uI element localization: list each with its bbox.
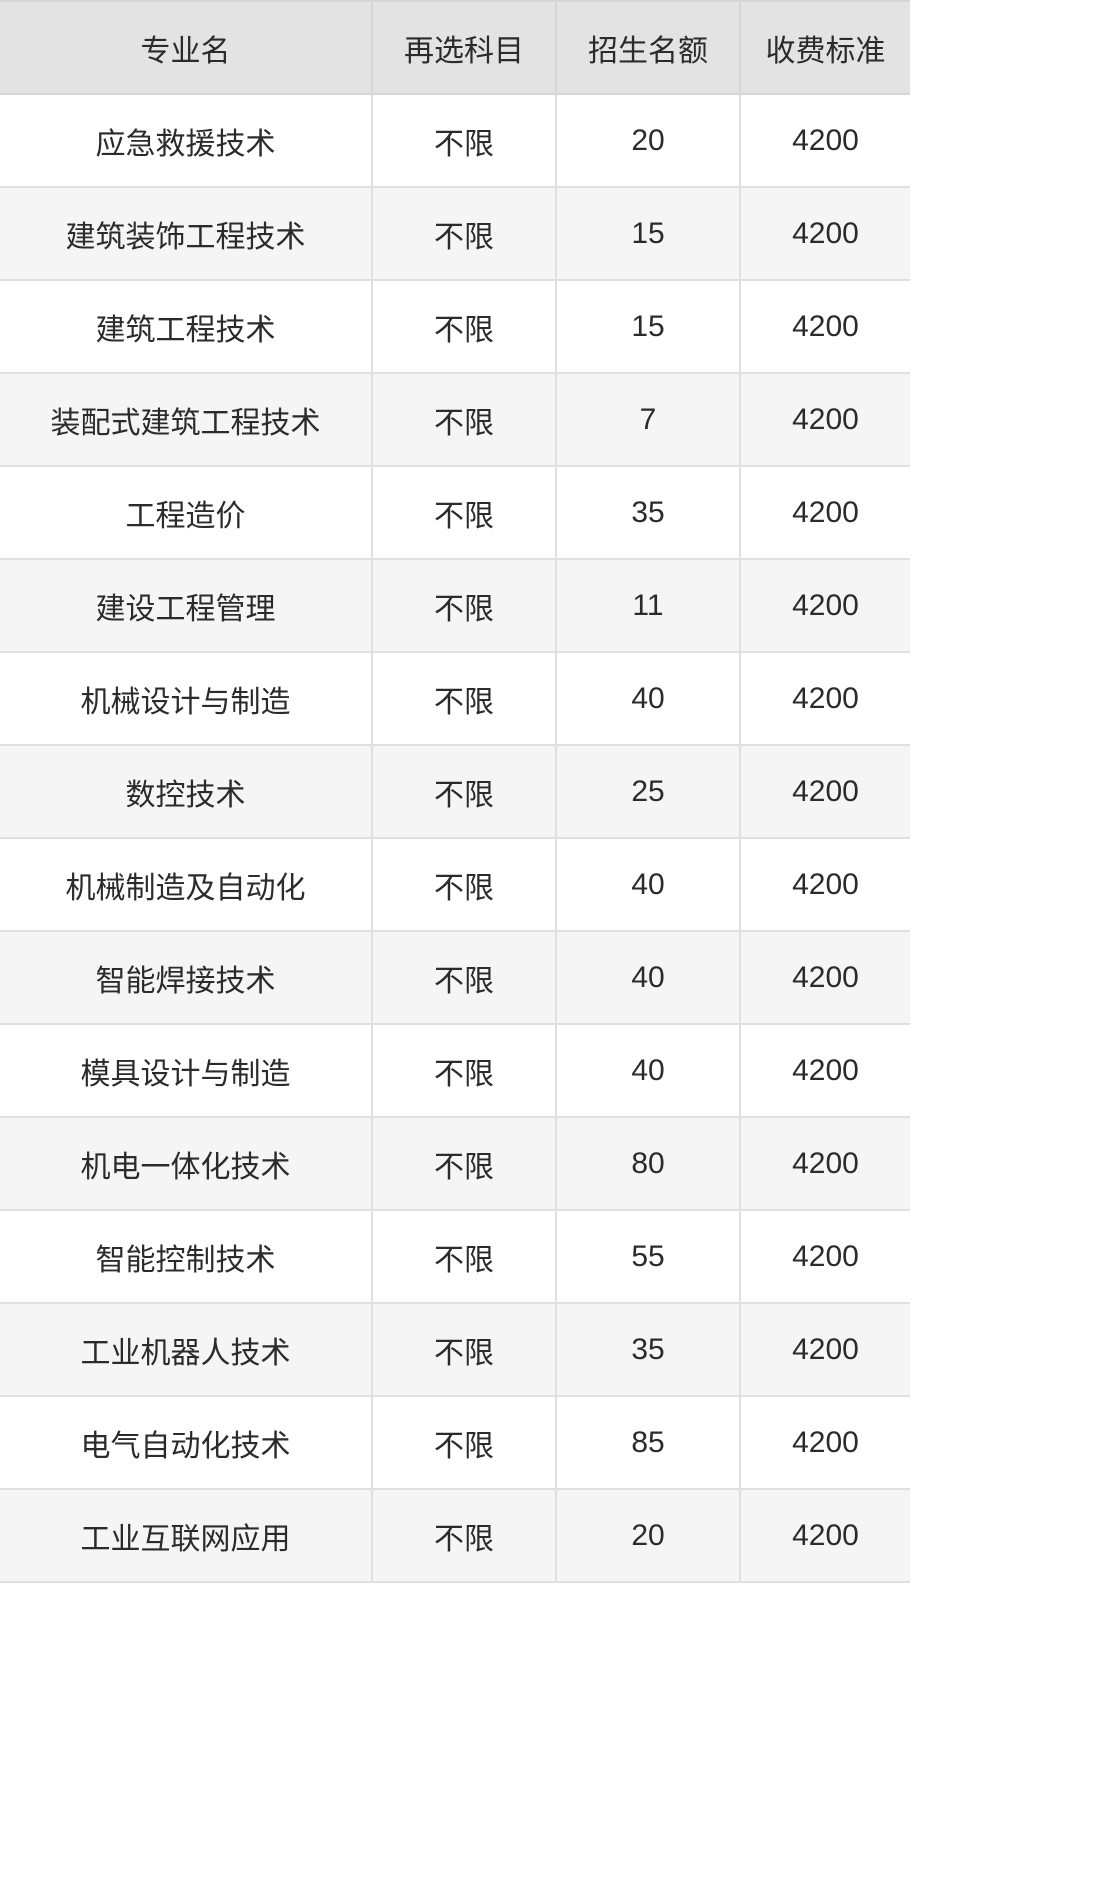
cell-major: 电气自动化技术 [0, 1396, 373, 1490]
cell-quota: 40 [556, 931, 741, 1025]
cell-major: 建设工程管理 [0, 559, 373, 653]
table-row: 机电一体化技术 不限 80 4200 [0, 1117, 910, 1211]
cell-quota: 20 [556, 94, 741, 188]
table-row: 工程造价 不限 35 4200 [0, 466, 910, 560]
table-row: 数控技术 不限 25 4200 [0, 745, 910, 839]
cell-subject: 不限 [372, 559, 557, 653]
cell-major: 应急救援技术 [0, 94, 373, 188]
table-row: 智能焊接技术 不限 40 4200 [0, 931, 910, 1025]
table-row: 工业互联网应用 不限 20 4200 [0, 1489, 910, 1583]
cell-subject: 不限 [372, 1117, 557, 1211]
cell-major: 建筑工程技术 [0, 280, 373, 374]
cell-quota: 40 [556, 652, 741, 746]
cell-quota: 80 [556, 1117, 741, 1211]
table-row: 应急救援技术 不限 20 4200 [0, 94, 910, 188]
cell-subject: 不限 [372, 466, 557, 560]
table-row: 工业机器人技术 不限 35 4200 [0, 1303, 910, 1397]
table-row: 模具设计与制造 不限 40 4200 [0, 1024, 910, 1118]
table-row: 电气自动化技术 不限 85 4200 [0, 1396, 910, 1490]
cell-subject: 不限 [372, 745, 557, 839]
table-header: 专业名 再选科目 招生名额 收费标准 [0, 1, 910, 95]
cell-quota: 55 [556, 1210, 741, 1304]
cell-quota: 35 [556, 466, 741, 560]
table-row: 机械制造及自动化 不限 40 4200 [0, 838, 910, 932]
cell-subject: 不限 [372, 280, 557, 374]
cell-quota: 25 [556, 745, 741, 839]
cell-fee: 4200 [740, 1210, 910, 1304]
table-body: 应急救援技术 不限 20 4200 建筑装饰工程技术 不限 15 4200 建筑工程技术 不限 15… [0, 94, 910, 1583]
cell-subject: 不限 [372, 838, 557, 932]
column-header-quota: 招生名额 [556, 1, 741, 95]
cell-major: 机电一体化技术 [0, 1117, 373, 1211]
cell-major: 机械设计与制造 [0, 652, 373, 746]
cell-fee: 4200 [740, 280, 910, 374]
admissions-table: 专业名 再选科目 招生名额 收费标准 应急救援技术 不限 20 4200 建筑装饰工程技… [0, 0, 910, 1583]
cell-subject: 不限 [372, 94, 557, 188]
cell-subject: 不限 [372, 1024, 557, 1118]
cell-quota: 15 [556, 187, 741, 281]
table-row: 智能控制技术 不限 55 4200 [0, 1210, 910, 1304]
cell-subject: 不限 [372, 1303, 557, 1397]
cell-subject: 不限 [372, 1396, 557, 1490]
cell-subject: 不限 [372, 1489, 557, 1583]
cell-major: 智能焊接技术 [0, 931, 373, 1025]
cell-major: 智能控制技术 [0, 1210, 373, 1304]
table-row: 建设工程管理 不限 11 4200 [0, 559, 910, 653]
cell-fee: 4200 [740, 838, 910, 932]
cell-quota: 40 [556, 838, 741, 932]
cell-fee: 4200 [740, 1396, 910, 1490]
column-header-fee: 收费标准 [740, 1, 910, 95]
table-row: 建筑装饰工程技术 不限 15 4200 [0, 187, 910, 281]
column-header-major: 专业名 [0, 1, 373, 95]
cell-major: 工程造价 [0, 466, 373, 560]
cell-fee: 4200 [740, 1303, 910, 1397]
table-header-row: 专业名 再选科目 招生名额 收费标准 [0, 1, 910, 95]
cell-quota: 7 [556, 373, 741, 467]
table-row: 装配式建筑工程技术 不限 7 4200 [0, 373, 910, 467]
cell-fee: 4200 [740, 187, 910, 281]
cell-major: 机械制造及自动化 [0, 838, 373, 932]
cell-quota: 11 [556, 559, 741, 653]
cell-major: 数控技术 [0, 745, 373, 839]
cell-subject: 不限 [372, 1210, 557, 1304]
cell-quota: 35 [556, 1303, 741, 1397]
cell-subject: 不限 [372, 187, 557, 281]
cell-fee: 4200 [740, 466, 910, 560]
cell-subject: 不限 [372, 652, 557, 746]
cell-subject: 不限 [372, 373, 557, 467]
cell-fee: 4200 [740, 745, 910, 839]
cell-fee: 4200 [740, 559, 910, 653]
table-row: 建筑工程技术 不限 15 4200 [0, 280, 910, 374]
column-header-subject: 再选科目 [372, 1, 557, 95]
cell-fee: 4200 [740, 1117, 910, 1211]
cell-major: 模具设计与制造 [0, 1024, 373, 1118]
cell-quota: 40 [556, 1024, 741, 1118]
admissions-table-container: 专业名 再选科目 招生名额 收费标准 应急救援技术 不限 20 4200 建筑装饰工程技… [0, 0, 910, 1583]
cell-fee: 4200 [740, 1024, 910, 1118]
cell-major: 装配式建筑工程技术 [0, 373, 373, 467]
cell-quota: 85 [556, 1396, 741, 1490]
table-row: 机械设计与制造 不限 40 4200 [0, 652, 910, 746]
cell-major: 建筑装饰工程技术 [0, 187, 373, 281]
cell-major: 工业互联网应用 [0, 1489, 373, 1583]
cell-major: 工业机器人技术 [0, 1303, 373, 1397]
cell-quota: 15 [556, 280, 741, 374]
cell-fee: 4200 [740, 94, 910, 188]
cell-fee: 4200 [740, 931, 910, 1025]
cell-fee: 4200 [740, 652, 910, 746]
cell-fee: 4200 [740, 373, 910, 467]
cell-quota: 20 [556, 1489, 741, 1583]
cell-subject: 不限 [372, 931, 557, 1025]
cell-fee: 4200 [740, 1489, 910, 1583]
